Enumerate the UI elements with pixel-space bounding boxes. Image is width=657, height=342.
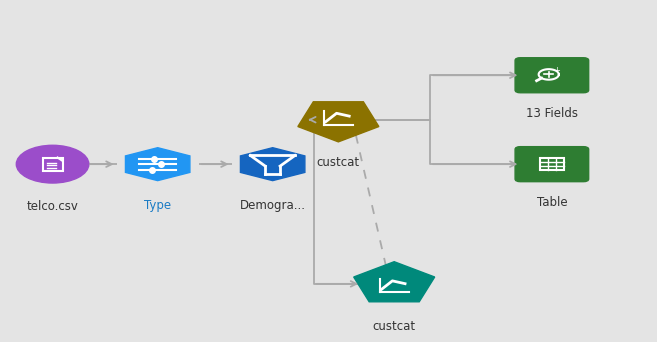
Text: Table: Table [537, 196, 567, 209]
Polygon shape [240, 148, 305, 181]
Text: +: + [553, 66, 560, 75]
Text: custcat: custcat [317, 156, 360, 169]
FancyBboxPatch shape [515, 58, 589, 93]
Text: telco.csv: telco.csv [27, 200, 78, 213]
Polygon shape [353, 262, 435, 302]
Text: custcat: custcat [373, 320, 416, 333]
Polygon shape [298, 102, 379, 142]
Text: 13 Fields: 13 Fields [526, 107, 578, 120]
Text: Type: Type [144, 199, 171, 212]
FancyBboxPatch shape [515, 147, 589, 182]
Text: Demogra...: Demogra... [240, 199, 306, 212]
Polygon shape [125, 148, 190, 181]
Circle shape [16, 145, 89, 183]
